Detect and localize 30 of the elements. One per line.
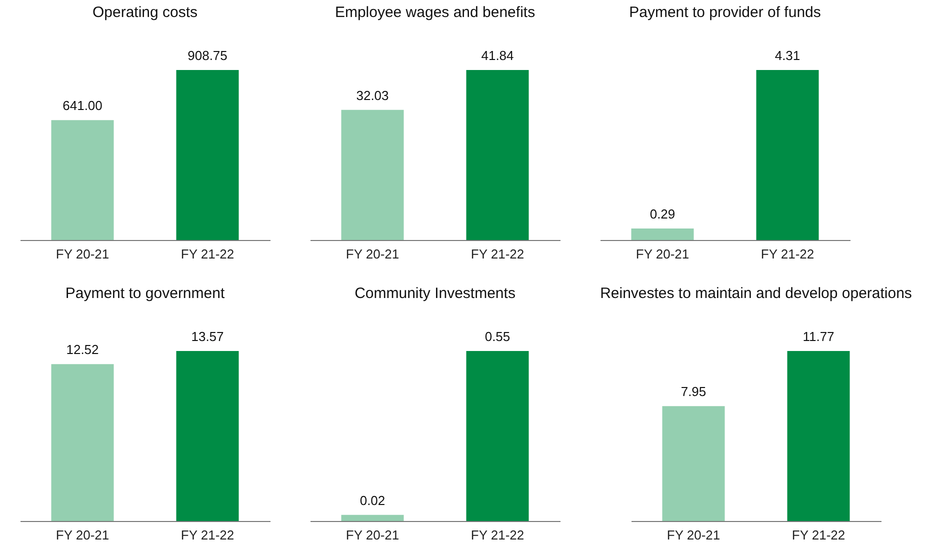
x-tick-label: FY 21-22 [180, 528, 234, 542]
data-label: 641.00 [62, 98, 102, 114]
x-tick-label: FY 20-21 [346, 528, 400, 542]
x-tick-label: FY 21-22 [792, 528, 846, 542]
data-label: 12.52 [66, 342, 99, 358]
data-label: 0.29 [650, 206, 676, 222]
chart-title: Payment to government [65, 285, 226, 302]
chart-title: Employee wages and benefits [334, 4, 536, 21]
x-tick-label: FY 20-21 [346, 246, 400, 262]
x-tick-label: FY 20-21 [666, 528, 720, 542]
chart-title: Community Investments [354, 285, 516, 302]
x-tick-label: FY 21-22 [180, 246, 234, 262]
data-label: 11.77 [802, 329, 834, 344]
data-label: 0.02 [360, 492, 386, 508]
data-label: 4.31 [774, 48, 800, 63]
x-tick-label: FY 20-21 [56, 246, 110, 262]
x-tick-label: FY 20-21 [56, 528, 110, 542]
x-tick-label: FY 21-22 [470, 246, 524, 262]
chart-title: Operating costs [92, 4, 198, 21]
data-label: 13.57 [191, 329, 224, 344]
data-label: 908.75 [188, 48, 228, 63]
data-label: 41.84 [481, 48, 514, 63]
chart-title: Payment to provider of funds [629, 4, 821, 21]
data-label: 7.95 [680, 384, 706, 400]
x-tick-label: FY 20-21 [636, 246, 690, 262]
chart-title: Reinvestes to maintain and develop operations [600, 285, 912, 302]
data-label: 0.55 [484, 329, 510, 344]
x-tick-label: FY 21-22 [470, 528, 524, 542]
x-tick-label: FY 21-22 [760, 246, 814, 262]
data-label: 32.03 [356, 88, 389, 103]
